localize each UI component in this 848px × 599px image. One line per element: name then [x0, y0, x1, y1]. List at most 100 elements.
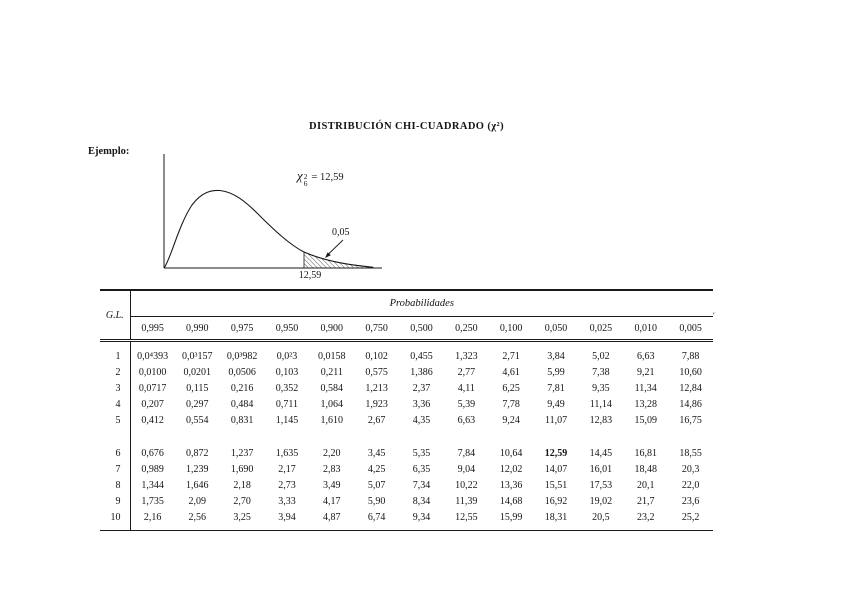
value-cell: 16,01: [589, 463, 613, 475]
value-cell: 1,610: [320, 414, 344, 426]
value-cell: 0,0³982: [226, 350, 258, 362]
value-cell: 2,16: [143, 511, 162, 523]
value-cell: 0,455: [410, 350, 433, 362]
value-cell: 7,34: [412, 479, 431, 491]
value-cell: 0,0158: [318, 350, 346, 362]
table-body: 1 0,0⁴393 0,0³157 0,0³982 0,0²3 0,0158 0,102 0,…: [100, 340, 713, 531]
value-cell: 5,99: [547, 366, 565, 378]
value-cell: 7,88: [681, 350, 700, 362]
value-cell: 13,28: [634, 398, 657, 410]
column-header: 0,010: [623, 316, 669, 342]
value-cell: 7,38: [592, 366, 610, 378]
gl-cell: 10: [100, 509, 131, 531]
value-cell: 13,36: [499, 479, 523, 491]
gl-cell: 9: [100, 493, 131, 509]
value-cell: 0,102: [365, 350, 388, 362]
value-cell: 0,211: [320, 366, 343, 378]
value-cell: 9,49: [547, 398, 565, 410]
table-row: 3 0,0717 0,115 0,216 0,352 0,584 1,213 2,37 4,11…: [100, 380, 713, 396]
chi-equation-value: = 12,59: [311, 172, 344, 183]
value-cell: 1,213: [365, 382, 388, 394]
value-cell: 2,70: [233, 495, 251, 507]
value-cell: 0,297: [186, 398, 209, 410]
value-cell: 3,94: [278, 511, 296, 523]
value-cell: 0,872: [186, 447, 209, 459]
value-cell: 0,484: [230, 398, 254, 410]
value-cell: 16,92: [544, 495, 568, 507]
value-cell: 5,02: [592, 350, 610, 362]
value-cell: 2,20: [323, 447, 341, 459]
value-cell: 6,63: [457, 414, 476, 426]
value-cell: 11,14: [589, 398, 612, 410]
tail-arrow: [327, 239, 344, 255]
value-cell: 1,064: [320, 398, 344, 410]
chi-squared-curve-figure: [163, 154, 382, 269]
table-row: 6 0,676 0,872 1,237 1,635 2,20 3,45 5,35 7,84 10,…: [100, 439, 713, 461]
value-cell: 12,55: [455, 511, 478, 523]
value-cell: 7,78: [502, 398, 520, 410]
value-cell: 9,21: [636, 366, 655, 378]
value-cell: 1,239: [186, 463, 209, 475]
value-cell: 0,0³157: [182, 350, 213, 362]
value-cell: 0,0201: [183, 366, 212, 378]
value-cell: 0,412: [141, 414, 164, 426]
value-cell: 3,45: [367, 447, 386, 459]
value-cell: 10,22: [455, 479, 478, 491]
value-cell: 7,81: [547, 382, 565, 394]
column-header: 0,050: [533, 316, 579, 342]
value-cell: 2,77: [457, 366, 476, 378]
value-cell: 0,554: [186, 414, 209, 426]
value-cell: 20,3: [681, 463, 700, 475]
value-cell: 2,18: [233, 479, 251, 491]
value-cell: 4,35: [412, 414, 431, 426]
gl-cell: 1: [100, 340, 131, 364]
value-cell: 0,0⁴393: [137, 350, 169, 362]
gl-header: G.L.: [100, 290, 131, 342]
chi-symbol: χ: [297, 168, 303, 183]
gl-cell: 5: [100, 412, 131, 428]
value-cell: 0,207: [141, 398, 164, 410]
table-header: G.L. Probabilidades 0,995 0,990 0,975 0,950 0,…: [100, 290, 713, 342]
table-row: 10 2,16 2,56 3,25 3,94 4,87 6,74 9,34 12,55 15,99…: [100, 509, 713, 531]
value-cell: 8,34: [412, 495, 431, 507]
gl-cell: 4: [100, 396, 131, 412]
value-cell: 6,25: [502, 382, 520, 394]
value-cell: 4,87: [323, 511, 341, 523]
value-cell: 18,31: [544, 511, 568, 523]
value-cell: 5,07: [367, 479, 386, 491]
column-header: 0,500: [399, 316, 444, 342]
chi-equation: χ 2 6 = 12,59: [297, 168, 344, 187]
value-cell: 2,73: [278, 479, 296, 491]
gl-cell: 8: [100, 477, 131, 493]
value-cell: 0,584: [320, 382, 344, 394]
table-row: 7 0,989 1,239 1,690 2,17 2,83 4,25 6,35 9,04 12,0…: [100, 461, 713, 477]
value-cell: 11,07: [544, 414, 568, 426]
value-cell: 0,352: [275, 382, 299, 394]
value-cell: 18,55: [679, 447, 702, 459]
value-cell: 16,75: [679, 414, 702, 426]
value-cell: 2,17: [278, 463, 296, 475]
header-row-group: G.L. Probabilidades: [100, 290, 713, 342]
spacer-gl-cell: [100, 428, 131, 439]
critical-value-axis-label: 12,59: [298, 270, 322, 281]
value-cell: 0,989: [141, 463, 164, 475]
value-cell: 5,39: [457, 398, 476, 410]
value-cell: 1,735: [141, 495, 164, 507]
value-cell: 5,35: [412, 447, 431, 459]
column-header: 0,025: [578, 316, 624, 342]
table-row: 8 1,344 1,646 2,18 2,73 3,49 5,07 7,34 10,22 13,3…: [100, 477, 713, 493]
value-cell: 0,103: [275, 366, 299, 378]
gl-cell: 3: [100, 380, 131, 396]
value-cell: 10,64: [499, 447, 523, 459]
value-cell: 1,690: [230, 463, 254, 475]
value-cell: 15,09: [634, 414, 657, 426]
value-cell: 0,216: [230, 382, 254, 394]
value-cell: 1,635: [275, 447, 299, 459]
table-row: 1 0,0⁴393 0,0³157 0,0³982 0,0²3 0,0158 0,102 0,…: [100, 340, 713, 364]
value-cell: 12,59: [544, 447, 568, 459]
value-cell: 2,56: [188, 511, 207, 523]
value-cell: 20,5: [592, 511, 610, 523]
chi-subscript: 6: [303, 178, 308, 188]
spacer-cell: [130, 428, 713, 439]
value-cell: 9,34: [412, 511, 431, 523]
